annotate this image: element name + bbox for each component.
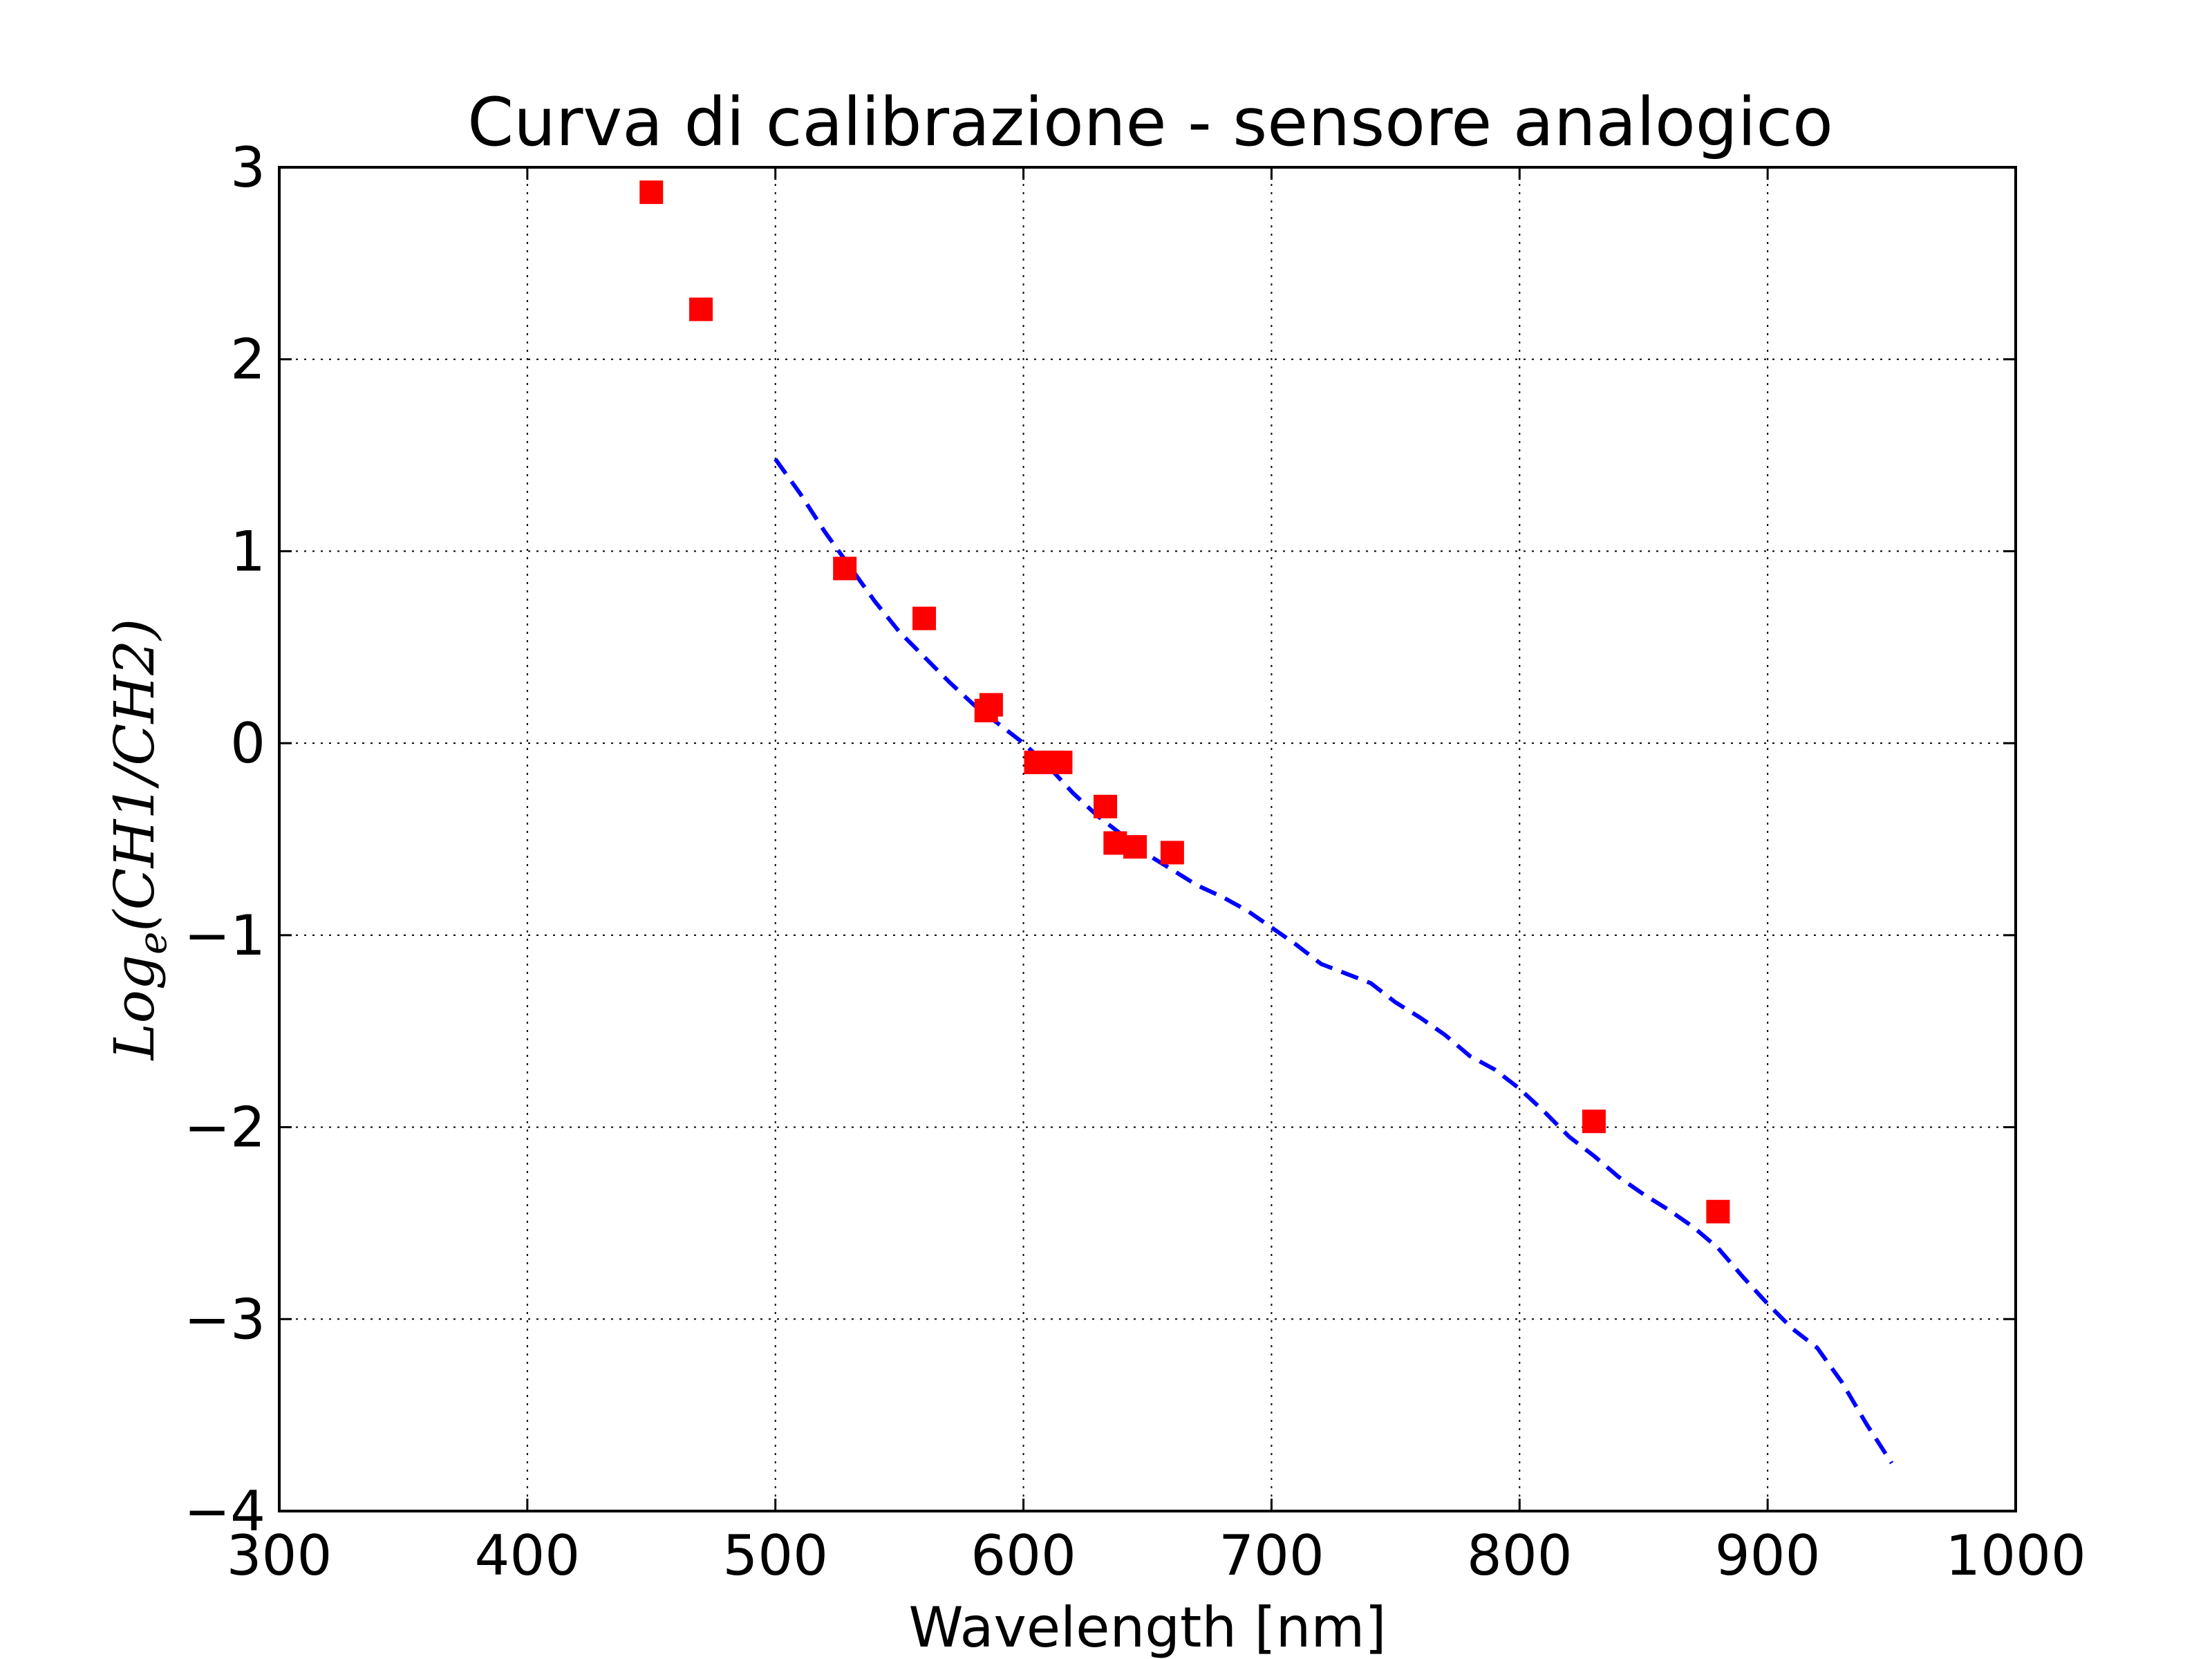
- y-tick-label: 0: [230, 711, 265, 776]
- calibration-fit-line: [774, 458, 1894, 1465]
- y-tick-label: −3: [184, 1287, 265, 1351]
- data-point-marker: [979, 693, 1003, 717]
- data-point-marker: [1706, 1199, 1730, 1224]
- y-tick-label: −2: [184, 1096, 265, 1160]
- x-tick-label: 400: [475, 1524, 581, 1588]
- data-point-marker: [1103, 831, 1127, 855]
- plot-frame: [278, 166, 2017, 1512]
- y-axis-label-rest: (CH1/CH2): [102, 619, 167, 932]
- data-point-marker: [912, 606, 937, 630]
- data-point-marker: [1123, 835, 1147, 859]
- y-tick-label: 2: [230, 328, 265, 392]
- data-point-marker: [639, 180, 664, 205]
- y-tick-labels: 3 2 1 0 −1 −2 −3 −4: [184, 135, 265, 1544]
- x-tick-label: 1000: [1945, 1524, 2086, 1588]
- data-point-marker: [1160, 841, 1184, 865]
- y-tick-label: −1: [184, 903, 265, 968]
- chart-title: Curva di calibrazione - sensore analogic…: [467, 84, 1833, 161]
- data-point-marker: [689, 297, 713, 321]
- data-point-marker: [833, 556, 857, 581]
- x-tick-label: 900: [1715, 1524, 1821, 1588]
- x-tick-label: 800: [1467, 1524, 1573, 1588]
- y-axis-label: Loge(CH1/CH2): [102, 619, 176, 1062]
- x-tick-label: 300: [227, 1524, 332, 1588]
- y-tick-label: −4: [184, 1479, 265, 1544]
- data-point-marker: [1049, 750, 1073, 774]
- y-tick-label: 1: [230, 519, 265, 583]
- data-point-marker: [1582, 1109, 1606, 1134]
- y-axis-label-subscript: e: [131, 932, 176, 955]
- x-tick-label: 600: [971, 1524, 1076, 1588]
- series-line: [774, 458, 1894, 1465]
- axis-ticks: [278, 166, 2017, 1512]
- y-tick-label: 3: [230, 135, 265, 200]
- series-markers: [639, 180, 1730, 1224]
- data-point-marker: [1093, 794, 1117, 818]
- x-tick-labels: 300 400 500 600 700 800 900 1000: [227, 1524, 2086, 1588]
- x-tick-label: 500: [722, 1524, 828, 1588]
- x-axis-label: Wavelength [nm]: [908, 1595, 1386, 1659]
- y-axis-label-main: Log: [102, 955, 167, 1062]
- x-tick-label: 700: [1219, 1524, 1324, 1588]
- grid: [279, 167, 2016, 1511]
